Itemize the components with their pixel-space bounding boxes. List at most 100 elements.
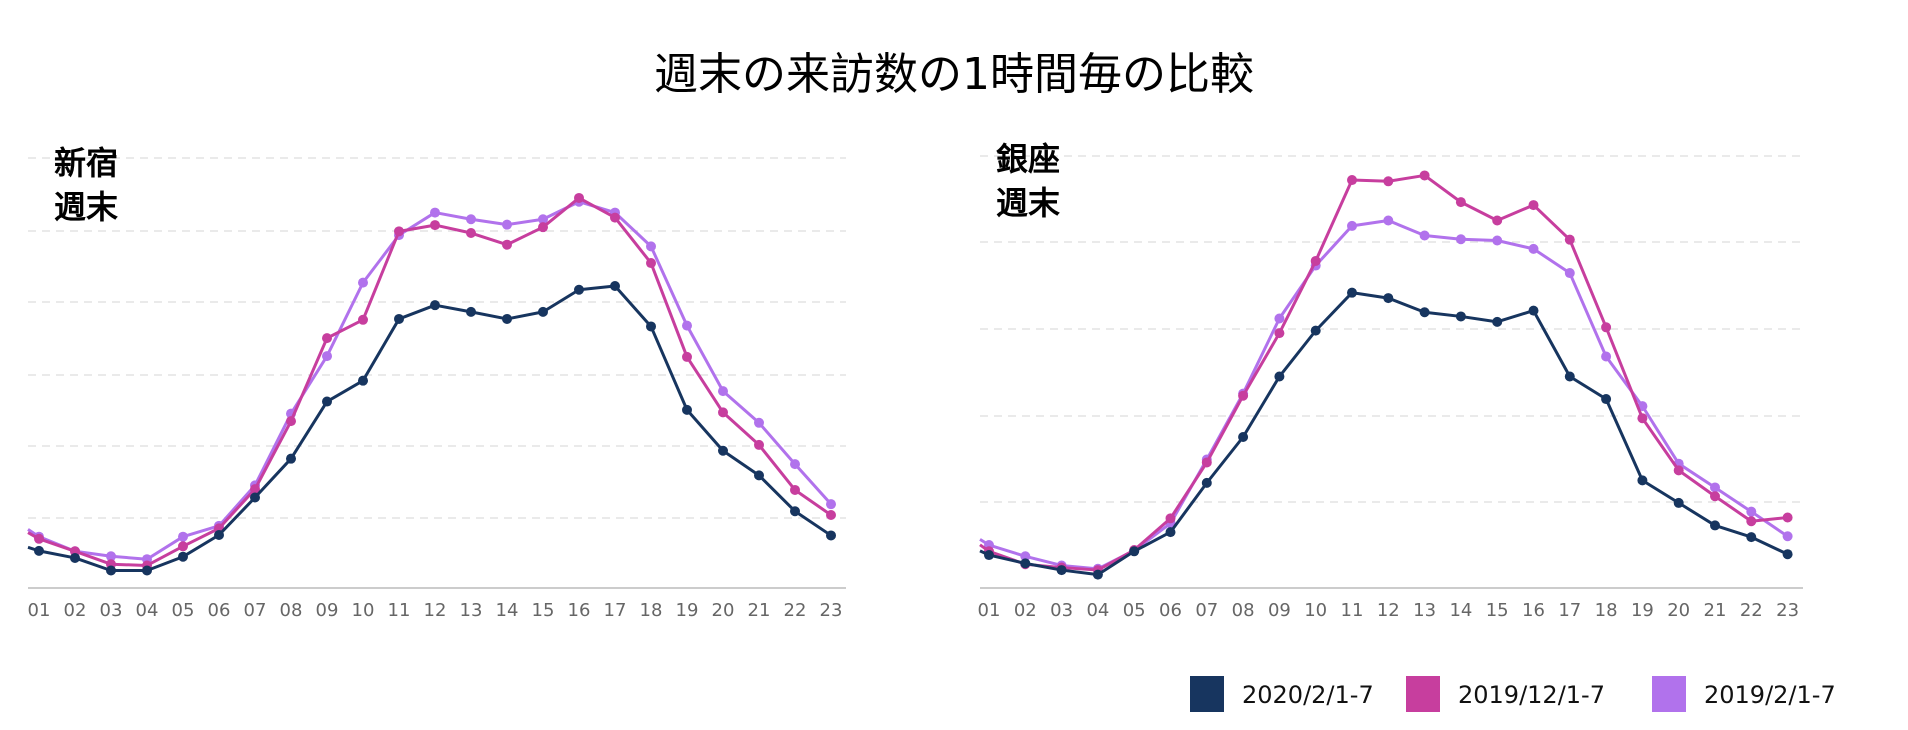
data-point — [250, 484, 260, 495]
data-point — [1092, 569, 1103, 580]
data-point — [214, 530, 224, 541]
x-tick-label: 14 — [1449, 600, 1472, 621]
x-tick-label: 02 — [1014, 600, 1037, 621]
data-point — [286, 453, 296, 464]
data-point — [1201, 457, 1212, 468]
data-point — [322, 351, 332, 362]
data-point — [430, 207, 440, 218]
data-point — [610, 280, 620, 291]
x-tick-label: 17 — [1558, 600, 1581, 621]
panel-label: 新宿 — [54, 144, 118, 182]
x-tick-label: 23 — [820, 600, 843, 621]
data-point — [718, 386, 728, 397]
x-tick-label: 09 — [1268, 600, 1291, 621]
data-point — [1455, 234, 1466, 245]
data-point — [322, 333, 332, 344]
data-point — [430, 220, 440, 231]
x-tick-label: 04 — [1086, 600, 1109, 621]
data-point — [250, 492, 260, 503]
x-tick-label: 16 — [1522, 600, 1545, 621]
data-point — [286, 416, 296, 427]
data-point — [1528, 243, 1539, 254]
legend-label: 2020/2/1-7 — [1242, 681, 1374, 709]
series-line — [979, 173, 1788, 572]
x-tick-label: 19 — [676, 600, 699, 621]
data-point — [1492, 215, 1503, 226]
x-tick-label: 06 — [208, 600, 231, 621]
data-point — [1673, 465, 1684, 476]
x-tick-label: 20 — [712, 600, 735, 621]
x-tick-label: 01 — [28, 600, 51, 621]
data-point — [358, 375, 368, 386]
x-tick-label: 13 — [1413, 600, 1436, 621]
data-point — [826, 530, 836, 541]
data-point — [358, 314, 368, 325]
chart-title: 週末の来訪数の1時間毎の比較 — [654, 49, 1254, 100]
x-tick-label: 15 — [1486, 600, 1509, 621]
x-tick-label: 18 — [640, 600, 663, 621]
panel-label: 週末 — [54, 188, 118, 226]
data-point — [1274, 328, 1285, 339]
data-point — [790, 484, 800, 495]
x-tick-label: 03 — [100, 600, 123, 621]
panel-shinjuku: 01 02 03 04 05 06 07 08 09 10 11 12 13 14 15 16 17 18 19 20… — [27, 144, 846, 621]
data-point — [1455, 311, 1466, 322]
data-point — [646, 241, 656, 252]
data-point — [394, 226, 404, 237]
data-point — [1455, 197, 1466, 208]
data-point — [178, 551, 188, 562]
x-tick-label: 05 — [1123, 600, 1146, 621]
data-point — [790, 459, 800, 470]
x-tick-label: 22 — [784, 600, 807, 621]
data-point — [682, 404, 692, 415]
data-point — [574, 192, 584, 203]
data-point — [1564, 371, 1575, 382]
data-point — [178, 531, 188, 542]
data-point — [1274, 371, 1285, 382]
data-point — [1347, 287, 1357, 298]
data-point — [682, 351, 692, 362]
data-point — [790, 506, 800, 517]
data-point — [1710, 520, 1720, 531]
data-point — [1746, 516, 1757, 527]
x-tick-label: 21 — [1704, 600, 1727, 621]
data-point — [1056, 565, 1067, 576]
x-tick-label: 14 — [496, 600, 519, 621]
data-point — [682, 320, 692, 331]
data-point — [1383, 215, 1394, 226]
data-point — [1310, 255, 1321, 266]
data-point — [1601, 322, 1612, 333]
legend-label: 2019/12/1-7 — [1458, 681, 1605, 709]
data-point — [646, 258, 656, 269]
data-point — [1528, 200, 1539, 211]
data-point — [1782, 549, 1793, 560]
panel-label: 週末 — [996, 184, 1060, 222]
data-point — [1601, 394, 1612, 405]
x-tick-label: 09 — [316, 600, 339, 621]
data-point — [646, 321, 656, 332]
legend: 2020/2/1-7 2019/12/1-7 2019/2/1-7 — [1190, 676, 1836, 712]
x-tick-label: 15 — [532, 600, 555, 621]
data-point — [1129, 546, 1140, 557]
data-point — [1310, 325, 1321, 336]
x-tick-label: 02 — [64, 600, 87, 621]
data-point — [984, 550, 994, 561]
data-point — [1746, 532, 1757, 543]
data-point — [826, 499, 836, 510]
data-point — [1637, 413, 1648, 424]
data-point — [1637, 475, 1648, 486]
data-point — [502, 239, 512, 250]
x-tick-label: 12 — [424, 600, 447, 621]
data-point — [1746, 506, 1757, 517]
data-point — [1782, 512, 1793, 523]
data-point — [1492, 235, 1503, 246]
data-point — [718, 407, 728, 418]
x-tick-label: 07 — [1195, 600, 1218, 621]
data-point — [538, 306, 548, 317]
data-point — [1564, 234, 1575, 245]
data-point — [1564, 268, 1575, 279]
data-point — [1020, 551, 1031, 562]
data-point — [1710, 482, 1720, 493]
series-line — [27, 196, 832, 567]
x-tick-label: 13 — [460, 600, 483, 621]
